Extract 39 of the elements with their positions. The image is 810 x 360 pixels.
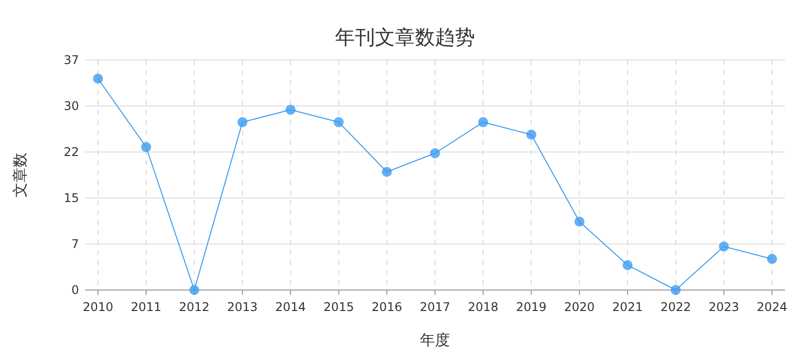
y-tick-label: 37 (64, 53, 79, 67)
x-tick-label: 2019 (516, 300, 547, 314)
point (767, 254, 777, 264)
x-tick-label: 2023 (708, 300, 740, 314)
x-tick-label: 2015 (323, 300, 354, 314)
x-tick-label: 2020 (564, 300, 595, 314)
point (189, 285, 200, 295)
x-tick-label: 2022 (660, 300, 691, 314)
x-tick-label: 2021 (612, 300, 643, 314)
point (478, 117, 488, 128)
point (237, 117, 248, 128)
x-tick-label: 2011 (130, 300, 162, 314)
point (526, 130, 536, 140)
point (574, 216, 584, 227)
x-tick-label: 2012 (179, 300, 210, 314)
point (622, 260, 633, 270)
point (382, 166, 392, 177)
y-axis-title: 文章数 (11, 152, 29, 198)
point (718, 241, 729, 252)
x-tick-label: 2014 (275, 300, 306, 314)
x-tick-label: 2018 (468, 300, 498, 314)
chart-title: 年刊文章数趋势 (335, 25, 475, 49)
point (430, 148, 440, 158)
point (286, 104, 296, 115)
x-tick-label: 2024 (756, 300, 788, 314)
x-tick-label: 2017 (420, 300, 450, 314)
point (141, 142, 152, 152)
point (93, 74, 103, 84)
point (334, 117, 344, 128)
x-tick-label: 2010 (82, 300, 114, 314)
x-tick-label: 2016 (372, 300, 402, 314)
y-tick-label: 0 (71, 283, 79, 297)
y-tick-label: 15 (64, 191, 79, 205)
point (670, 285, 681, 295)
x-tick-label: 2013 (227, 300, 258, 314)
y-tick-label: 30 (64, 99, 79, 113)
y-tick-label: 22 (64, 145, 79, 159)
y-tick-label: 7 (71, 237, 79, 251)
x-axis-title: 年度 (420, 331, 450, 349)
